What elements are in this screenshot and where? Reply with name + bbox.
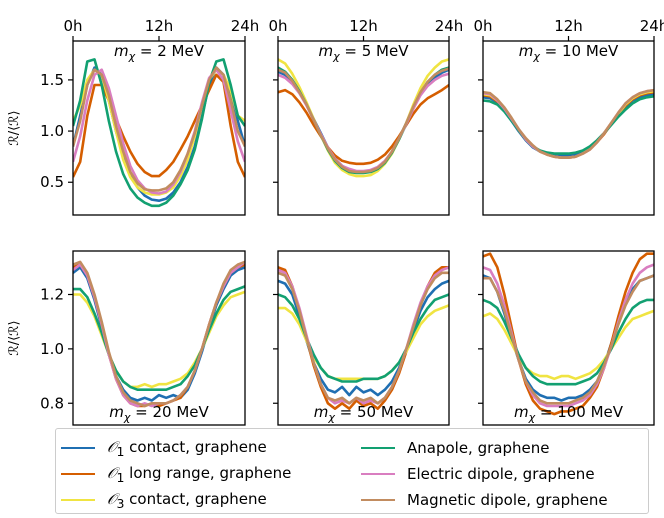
panel-title: mχ = 100 MeV — [514, 403, 624, 424]
axes-frame — [482, 40, 655, 216]
title-subscript: χ — [528, 411, 536, 424]
axes-frame — [277, 250, 450, 426]
series-line — [278, 58, 449, 178]
legend-item-magnetic-dipole: Magnetic dipole, graphene — [361, 489, 608, 511]
legend-item-o3-contact: 𝒪3 contact, graphene — [61, 489, 267, 511]
legend-label: long range, graphene — [124, 463, 292, 482]
title-value: = 10 MeV — [540, 42, 619, 60]
chart-panel: 0h 12h 24h 0.5 1.0 1.5 mχ = 2 MeV ℛ/⟨ℛ⟩ — [7, 17, 260, 216]
series-line — [73, 66, 245, 202]
x-tick-label: 12h — [349, 17, 378, 35]
legend-swatch — [361, 447, 395, 449]
series-line — [73, 265, 245, 402]
title-value: = 20 MeV — [130, 403, 209, 421]
x-tick-label: 0h — [63, 17, 82, 35]
title-mass-symbol: m — [114, 42, 129, 60]
series-line — [278, 83, 449, 166]
title-mass-symbol: m — [109, 403, 124, 421]
legend-swatch — [61, 473, 95, 475]
axes-frame — [72, 250, 246, 426]
legend-subscript: 1 — [116, 443, 125, 459]
legend: 𝒪1 contact, graphene 𝒪1 long range, grap… — [55, 428, 649, 514]
x-tick-label: 0h — [268, 17, 287, 35]
chart-panel: mχ = 50 MeV — [273, 250, 450, 426]
series-line — [278, 67, 449, 174]
axes-frame — [72, 40, 246, 216]
series-line — [483, 309, 654, 381]
panel-title: mχ = 20 MeV — [109, 403, 209, 424]
legend-swatch — [61, 499, 95, 501]
title-mass-symbol: m — [319, 42, 334, 60]
x-tick-label: 0h — [473, 17, 492, 35]
chart-panel: mχ = 100 MeV — [478, 250, 655, 426]
legend-symbol: 𝒪 — [107, 437, 117, 456]
title-value: = 50 MeV — [335, 403, 414, 421]
series-line — [73, 73, 245, 178]
y-tick-label: 1.2 — [40, 286, 64, 304]
chart-panel: 0h 12h 24h mχ = 5 MeV — [268, 17, 464, 216]
chart-panel: 0h 12h 24h mχ = 10 MeV — [473, 17, 664, 216]
title-value: = 5 MeV — [340, 42, 410, 60]
series-line — [278, 265, 449, 411]
title-subscript: χ — [123, 411, 131, 424]
title-value: = 100 MeV — [535, 403, 624, 421]
x-tick-label: 12h — [145, 17, 174, 35]
title-value: = 2 MeV — [135, 42, 205, 60]
legend-symbol: 𝒪 — [107, 489, 117, 508]
legend-subscript: 1 — [116, 469, 125, 485]
legend-swatch — [61, 447, 95, 449]
x-tick-label: 12h — [554, 17, 583, 35]
title-subscript: χ — [128, 50, 136, 63]
series-line — [278, 271, 449, 405]
y-tick-label: 1.0 — [40, 122, 64, 140]
series-line — [73, 66, 245, 192]
legend-label: Anapole, graphene — [407, 439, 550, 457]
panel-title: mχ = 5 MeV — [319, 42, 410, 63]
axes-frame — [277, 40, 450, 216]
legend-symbol: 𝒪 — [107, 463, 117, 482]
series-line — [73, 260, 245, 408]
legend-label: Magnetic dipole, graphene — [407, 491, 608, 509]
legend-item-electric-dipole: Electric dipole, graphene — [361, 463, 595, 485]
x-tick-label: 24h — [640, 17, 664, 35]
x-tick-label: 24h — [435, 17, 464, 35]
y-axis-label: ℛ/⟨ℛ⟩ — [7, 110, 22, 145]
y-tick-label: 0.5 — [40, 173, 64, 191]
legend-swatch — [361, 473, 395, 475]
y-tick-label: 1.0 — [40, 340, 64, 358]
legend-item-o1-long-range: 𝒪1 long range, graphene — [61, 463, 291, 485]
y-axis-label: ℛ/⟨ℛ⟩ — [7, 320, 22, 355]
series-line — [483, 274, 654, 405]
y-tick-label: 1.5 — [40, 71, 64, 89]
title-mass-symbol: m — [314, 403, 329, 421]
panel-title: mχ = 2 MeV — [114, 42, 205, 63]
chart-panel: 0.8 1.0 1.2 mχ = 20 MeV ℛ/⟨ℛ⟩ — [7, 250, 246, 426]
series-line — [483, 252, 654, 416]
panel-title: mχ = 50 MeV — [314, 403, 414, 424]
axes-frame — [482, 250, 655, 426]
title-mass-symbol: m — [514, 403, 529, 421]
legend-swatch — [361, 499, 395, 501]
series-line — [483, 88, 654, 159]
legend-label: Electric dipole, graphene — [407, 465, 595, 483]
legend-label: contact, graphene — [124, 437, 267, 456]
x-tick-label: 24h — [231, 17, 260, 35]
legend-subscript: 3 — [116, 495, 125, 511]
series-line — [73, 58, 245, 208]
legend-item-anapole: Anapole, graphene — [361, 437, 549, 459]
title-subscript: χ — [327, 411, 335, 424]
y-tick-label: 0.8 — [40, 394, 64, 412]
title-subscript: χ — [332, 50, 340, 63]
legend-label: contact, graphene — [124, 489, 267, 508]
panel-title: mχ = 10 MeV — [519, 42, 619, 63]
title-subscript: χ — [532, 50, 540, 63]
series-line — [73, 285, 245, 392]
title-mass-symbol: m — [519, 42, 534, 60]
legend-item-o1-contact: 𝒪1 contact, graphene — [61, 437, 267, 459]
